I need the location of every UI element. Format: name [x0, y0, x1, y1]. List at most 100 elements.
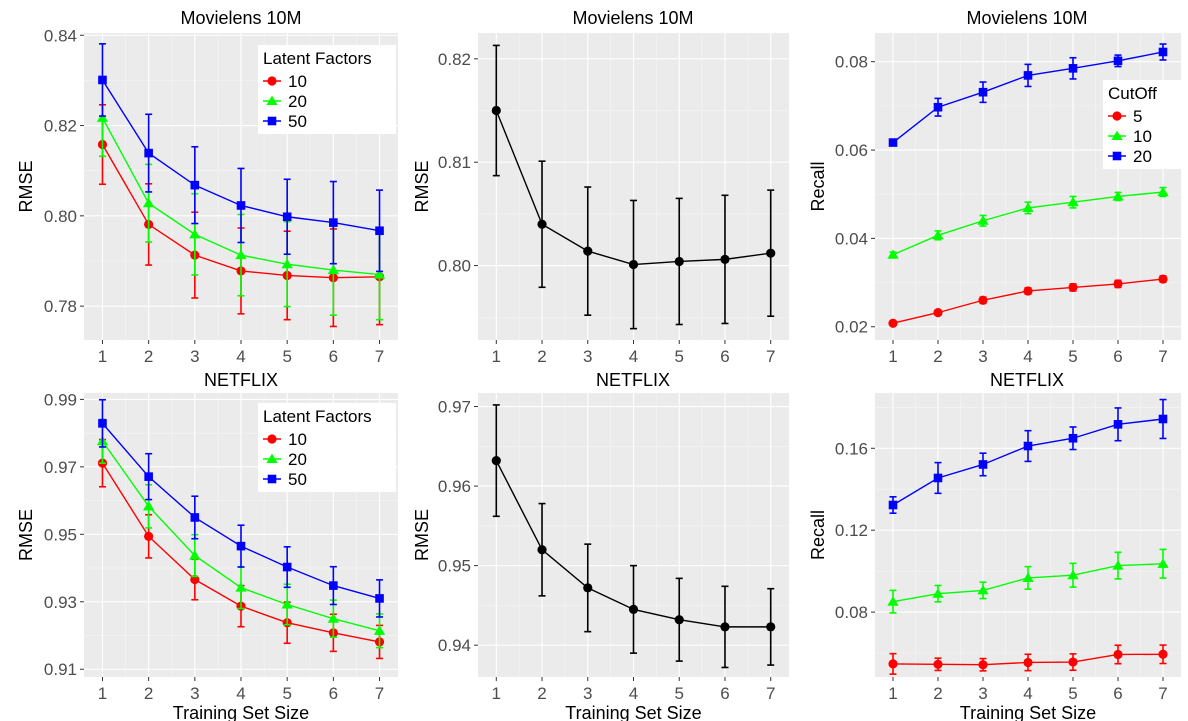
y-tick-label: 0.93 — [44, 593, 77, 612]
data-point — [674, 256, 684, 267]
data-point — [327, 613, 340, 623]
legend-item: 10 — [263, 72, 307, 91]
legend-label: 20 — [288, 92, 307, 111]
data-point — [1113, 56, 1123, 66]
data-point — [1068, 433, 1078, 443]
data-point — [235, 249, 247, 260]
y-tick-label: 0.04 — [835, 229, 868, 248]
y-axis-label: RMSE — [16, 160, 36, 212]
series-10 — [887, 548, 1169, 614]
y-tick-label: 0.94 — [438, 636, 471, 655]
data-point — [98, 419, 107, 428]
y-tick-label: 0.97 — [438, 398, 471, 417]
data-point — [977, 584, 989, 595]
x-tick-label: 6 — [720, 684, 729, 703]
data-point — [235, 582, 247, 592]
data-point — [720, 622, 730, 632]
panel-4: 0.91 0.93 0.95 0.97 0.99 1 2 3 4 5 6 7 NETFLIX RMSE Tr… — [16, 370, 398, 721]
panel-title: NETFLIX — [204, 370, 278, 390]
legend-label: 50 — [288, 470, 307, 489]
x-tick-label: 5 — [282, 347, 291, 366]
data-point — [189, 550, 201, 560]
x-tick-label: 1 — [98, 347, 107, 366]
legend-item: 10 — [1108, 127, 1152, 146]
legend-key-marker — [266, 95, 278, 106]
data-point — [1023, 657, 1033, 668]
series-5 — [888, 274, 1168, 328]
legend-label: 10 — [1133, 127, 1152, 146]
x-tick-label: 4 — [1023, 347, 1032, 366]
x-tick-label: 6 — [329, 684, 338, 703]
data-point — [375, 226, 384, 236]
data-point — [1157, 558, 1169, 568]
data-point — [327, 264, 340, 275]
legend-item: 20 — [263, 92, 307, 111]
data-point — [978, 660, 988, 670]
x-tick-label: 4 — [629, 347, 638, 366]
data-point — [1068, 282, 1078, 293]
data-point — [977, 215, 989, 225]
data-point — [888, 500, 898, 510]
y-axis-label: Recall — [808, 510, 828, 560]
y-tick-label: 0.99 — [44, 390, 77, 409]
series-20 — [888, 43, 1168, 147]
data-point — [933, 102, 943, 112]
y-tick-label: 0.95 — [438, 557, 471, 576]
y-axis-label: RMSE — [16, 509, 36, 561]
panel-title: NETFLIX — [990, 370, 1064, 390]
data-point — [375, 594, 384, 603]
series-main — [491, 44, 776, 330]
x-tick-label: 3 — [190, 347, 199, 366]
legend-box — [258, 403, 396, 492]
x-axis-label: Training Set Size — [960, 703, 1096, 721]
y-axis-label: RMSE — [412, 509, 432, 561]
x-tick-label: 1 — [98, 684, 107, 703]
y-tick-label: 0.95 — [44, 525, 77, 544]
x-tick-label: 5 — [282, 684, 291, 703]
y-tick-label: 0.12 — [835, 521, 868, 540]
panel-title: Movielens 10M — [572, 8, 693, 28]
data-point — [932, 588, 944, 598]
data-point — [491, 456, 501, 466]
x-tick-label: 4 — [236, 347, 245, 366]
y-tick-label: 0.02 — [835, 318, 868, 337]
y-tick-label: 0.97 — [44, 458, 77, 477]
data-point — [766, 622, 776, 632]
x-tick-label: 3 — [583, 347, 592, 366]
x-tick-label: 4 — [236, 684, 245, 703]
x-tick-label: 7 — [766, 347, 775, 366]
data-point — [1158, 47, 1168, 57]
data-point — [1157, 186, 1169, 197]
legend-box — [258, 45, 396, 134]
legend-key-marker — [267, 434, 277, 444]
data-point — [1158, 414, 1168, 424]
data-point — [978, 460, 988, 469]
x-tick-label: 7 — [375, 347, 384, 366]
x-tick-label: 6 — [720, 347, 729, 366]
data-point — [144, 472, 153, 481]
y-tick-label: 0.08 — [835, 53, 868, 72]
data-point — [583, 583, 593, 593]
data-point — [189, 228, 201, 239]
y-tick-label: 0.16 — [835, 439, 868, 458]
data-point — [1022, 202, 1034, 212]
data-point — [144, 531, 154, 541]
legend-label: 20 — [288, 450, 307, 469]
data-point — [933, 659, 943, 669]
legend-key-marker — [1111, 130, 1123, 141]
data-point — [1068, 64, 1078, 73]
y-tick-label: 0.80 — [438, 257, 471, 276]
x-tick-label: 1 — [888, 684, 897, 703]
x-tick-label: 1 — [888, 347, 897, 366]
data-point — [1112, 191, 1124, 201]
legend-key-marker — [1112, 111, 1122, 121]
data-point — [190, 513, 200, 522]
legend-item: 50 — [263, 112, 307, 131]
x-tick-label: 1 — [492, 684, 501, 703]
legend-key-marker — [267, 116, 277, 126]
data-point — [933, 308, 943, 318]
y-tick-label: 0.82 — [44, 117, 77, 136]
series-main — [491, 404, 776, 669]
x-tick-label: 4 — [629, 684, 638, 703]
